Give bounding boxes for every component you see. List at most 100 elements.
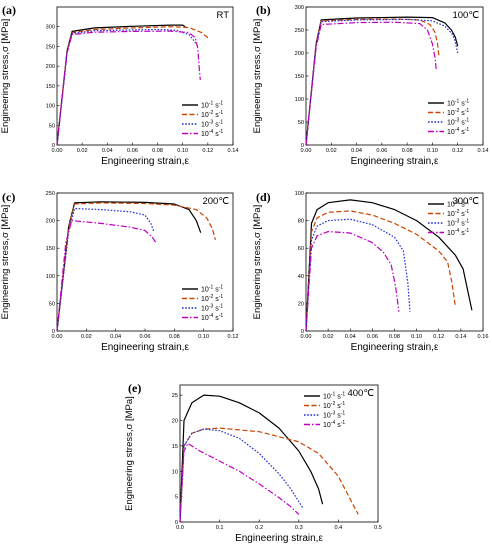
legend-label: 10-3 s-1 [447,118,469,127]
condition-label: 100℃ [452,10,479,21]
y-tick-label: 200 [295,51,304,57]
series-line-2 [56,202,216,332]
series-line-3 [179,428,304,523]
legend-label: 10-1 s-1 [201,101,223,110]
x-tick-label: 0.10 [177,148,188,154]
y-axis-label: Engineering stress,σ [MPa] [0,19,11,134]
x-tick-label: 0.5 [374,525,382,531]
x-axis-label: Engineering strain,ε [351,342,439,353]
x-tick-label: 0.04 [102,148,113,154]
series-line-4 [56,30,201,146]
series-line-2 [305,210,456,332]
panel-e: 0.0 0.1 0.2 0.3 0.4 0.5 0 5 10 15 20 25 Engineering … [124,381,382,544]
condition-label: 300℃ [452,196,479,207]
legend-label: 10-1 s-1 [447,200,469,209]
legend-label: 10-4 s-1 [447,127,469,136]
y-tick-label: 0 [52,329,55,335]
y-tick-label: 250 [46,191,55,197]
x-tick-label: 0.04 [345,334,356,340]
y-tick-label: 100 [46,104,55,110]
x-tick-label: 0.02 [81,334,92,340]
panel-label: (a) [2,3,16,17]
y-tick-label: 20 [172,419,178,425]
legend: 10-1 s-110-2 s-110-3 s-110-4 s-1 [182,101,223,138]
legend-label: 10-4 s-1 [201,129,223,138]
x-tick-label: 0.10 [198,334,209,340]
x-tick-label: 0.04 [351,148,362,154]
x-tick-label: 0.3 [295,525,303,531]
y-axis-label: Engineering stress,σ [MPa] [252,205,263,320]
y-tick-label: 20 [298,301,304,307]
x-tick-label: 0.02 [323,334,334,340]
y-tick-label: 300 [46,25,55,31]
series-line-1 [56,24,186,146]
series-line-2 [305,18,440,146]
x-tick-label: 0.08 [169,334,180,340]
panel-a: 0.00 0.02 0.04 0.06 0.08 0.10 0.12 0.14 0 50 100 15… [0,3,238,167]
plot-frame [56,6,234,146]
legend-label: 10-2 s-1 [447,209,469,218]
x-tick-label: 0.00 [52,334,63,340]
series-line-3 [56,207,155,332]
y-tick-label: 100 [295,191,304,197]
x-tick-label: 0.12 [202,148,213,154]
y-tick-label: 150 [295,74,304,80]
condition-label: 400℃ [347,388,374,399]
legend-label: 10-2 s-1 [201,294,223,303]
series-line-2 [179,427,359,523]
x-tick-label: 0.06 [376,148,387,154]
y-tick-label: 50 [49,301,55,307]
x-tick-label: 0.00 [52,148,63,154]
series-line-4 [305,21,437,146]
x-tick-label: 0.06 [140,334,151,340]
x-tick-label: 0.14 [455,334,466,340]
x-tick-label: 0.08 [402,148,413,154]
x-tick-label: 0.2 [255,525,263,531]
panel-d: 0.00 0.02 0.04 0.06 0.08 0.10 0.12 0.14 0.16 0 20 4… [252,190,488,353]
x-tick-label: 0.06 [367,334,378,340]
x-tick-label: 0.02 [326,148,337,154]
legend-label: 10-4 s-1 [447,228,469,237]
x-tick-label: 0.1 [216,525,224,531]
series-line-1 [305,199,473,332]
legend-label: 10-3 s-1 [201,304,223,313]
y-tick-label: 15 [172,444,178,450]
x-tick-label: 0.14 [478,148,489,154]
panel-label: (b) [256,3,271,17]
y-tick-label: 50 [49,123,55,129]
y-axis-label: Engineering stress,σ [MPa] [0,205,11,320]
y-tick-label: 200 [46,219,55,225]
legend: 10-1 s-110-2 s-110-3 s-110-4 s-1 [304,392,345,429]
condition-label: RT [217,10,230,21]
panel-label: (c) [2,190,15,204]
y-tick-label: 0 [175,520,178,526]
legend-label: 10-3 s-1 [201,120,223,129]
y-tick-label: 150 [46,84,55,90]
y-tick-label: 5 [175,495,178,501]
y-tick-label: 250 [295,28,304,34]
y-tick-label: 50 [298,120,304,126]
x-tick-label: 0.0 [176,525,184,531]
y-tick-label: 25 [172,393,178,399]
x-tick-label: 0.14 [228,148,239,154]
y-tick-label: 250 [46,44,55,50]
y-tick-label: 40 [298,274,304,280]
series-line-3 [305,18,459,146]
legend-label: 10-4 s-1 [323,420,345,429]
legend-label: 10-2 s-1 [201,110,223,119]
x-tick-label: 0.06 [127,148,138,154]
y-tick-label: 80 [298,219,304,225]
series-line-1 [305,16,459,146]
legend-label: 10-3 s-1 [447,219,469,228]
series-line-2 [56,26,209,146]
x-tick-label: 0.08 [152,148,163,154]
series-line-3 [305,218,411,332]
x-tick-label: 0.10 [427,148,438,154]
y-tick-label: 100 [295,97,304,103]
series-line-3 [56,28,199,146]
y-tick-label: 0 [52,143,55,149]
y-tick-label: 100 [46,274,55,280]
legend: 10-1 s-110-2 s-110-3 s-110-4 s-1 [428,200,469,237]
y-axis-label: Engineering stress,σ [MPa] [124,396,135,511]
